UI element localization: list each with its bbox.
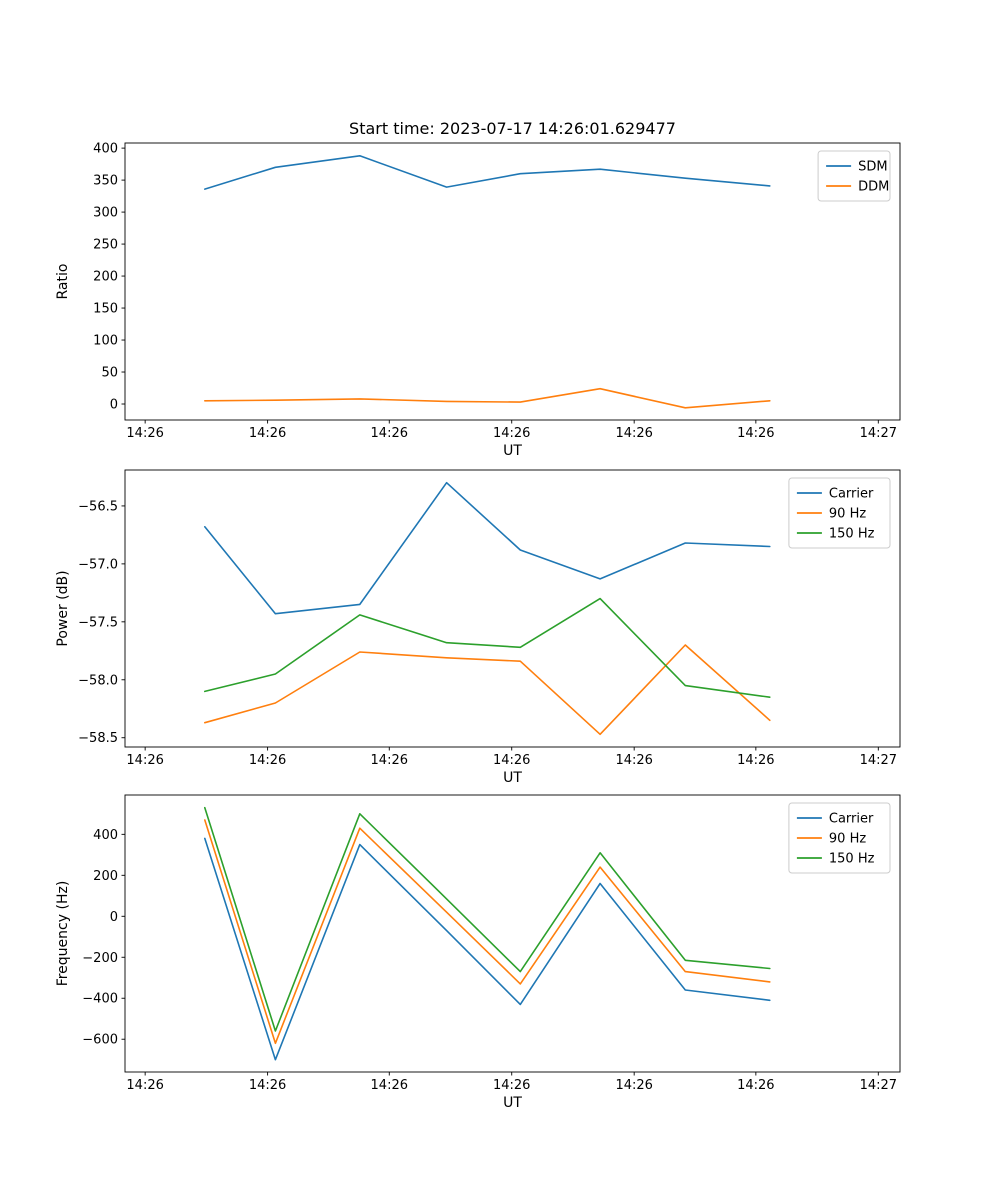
x-tick-label: 14:26 (737, 753, 774, 768)
y-tick-label: −58.0 (78, 673, 118, 688)
y-tick-label: 100 (93, 334, 118, 349)
x-tick-label: 14:26 (371, 426, 408, 441)
series-line-carrier (204, 837, 771, 1061)
x-tick-label: 14:26 (126, 1078, 163, 1093)
legend-label-sdm: SDM (858, 160, 887, 175)
x-tick-label: 14:26 (615, 1078, 652, 1093)
series-line-90-hz (204, 644, 771, 736)
y-tick-label: −200 (82, 951, 118, 966)
legend: Carrier 90 Hz 150 Hz (788, 477, 891, 549)
x-tick-label: 14:26 (249, 753, 286, 768)
x-tick-label: 14:26 (126, 753, 163, 768)
series-line-150-hz (204, 597, 771, 699)
legend-label-ddm: DDM (858, 180, 889, 195)
legend-label-150-hz: 150 Hz (829, 852, 875, 867)
x-tick-label: 14:26 (737, 1078, 774, 1093)
x-tick-label: 14:26 (615, 426, 652, 441)
x-axis-label: UT (503, 770, 522, 786)
y-tick-label: −400 (82, 992, 118, 1007)
x-tick-label: 14:27 (860, 1078, 897, 1093)
x-tick-label: 14:26 (249, 1078, 286, 1093)
x-tick-label: 14:26 (371, 753, 408, 768)
legend-box (788, 477, 891, 549)
x-tick-label: 14:27 (860, 426, 897, 441)
series-line-90-hz (204, 819, 771, 1045)
x-axis-label: UT (503, 1095, 522, 1111)
y-tick-label: −600 (82, 1033, 118, 1048)
x-tick-label: 14:26 (126, 426, 163, 441)
subplot-0: 0 50 100 150 200 250 300 350 400 14:26 14:26 14:26 1… (55, 142, 901, 459)
x-tick-label: 14:26 (493, 1078, 530, 1093)
series-line-carrier (204, 481, 771, 615)
y-tick-label: 200 (93, 869, 118, 884)
subplot-1: −56.5 −57.0 −57.5 −58.0 −58.5 14:26 14:26 14:26… (55, 469, 901, 786)
axes-spines (124, 794, 901, 1073)
x-tick-label: 14:26 (249, 426, 286, 441)
y-tick-label: −57.5 (78, 615, 118, 630)
legend-label-90-hz: 90 Hz (829, 507, 866, 522)
x-tick-label: 14:26 (615, 753, 652, 768)
y-tick-label: 400 (93, 142, 118, 157)
x-axis-label: UT (503, 443, 522, 459)
y-tick-label: 300 (93, 206, 118, 221)
x-tick-label: 14:26 (493, 426, 530, 441)
legend-box (788, 802, 891, 874)
legend: SDM DDM (817, 150, 891, 202)
subplot-2: −600 −400 −200 0 200 400 14:26 14:26 14:26 14:26 1… (55, 794, 901, 1111)
legend-label-carrier: Carrier (829, 812, 874, 827)
y-tick-label: 50 (101, 366, 118, 381)
y-axis-label: Ratio (55, 264, 71, 300)
y-tick-label: −56.5 (78, 499, 118, 514)
y-axis-label: Power (dB) (55, 570, 71, 646)
series-line-ddm (204, 387, 771, 409)
series-line-150-hz (204, 806, 771, 1032)
axes-spines (124, 142, 901, 421)
legend: Carrier 90 Hz 150 Hz (788, 802, 891, 874)
figure-title: Start time: 2023-07-17 14:26:01.629477 (349, 119, 676, 138)
axes-spines (124, 469, 901, 748)
y-tick-label: 200 (93, 270, 118, 285)
x-tick-label: 14:26 (493, 753, 530, 768)
legend-label-150-hz: 150 Hz (829, 527, 875, 542)
y-tick-label: 0 (110, 910, 118, 925)
y-tick-label: 150 (93, 302, 118, 317)
y-tick-label: −57.0 (78, 557, 118, 572)
y-tick-label: 350 (93, 174, 118, 189)
x-tick-label: 14:27 (860, 753, 897, 768)
y-tick-label: 250 (93, 238, 118, 253)
y-tick-label: 0 (110, 398, 118, 413)
y-tick-label: 400 (93, 828, 118, 843)
series-line-sdm (204, 155, 771, 190)
x-tick-label: 14:26 (737, 426, 774, 441)
legend-label-carrier: Carrier (829, 487, 874, 502)
legend-box (817, 150, 891, 202)
x-tick-label: 14:26 (371, 1078, 408, 1093)
y-axis-label: Frequency (Hz) (55, 881, 71, 987)
legend-label-90-hz: 90 Hz (829, 832, 866, 847)
y-tick-label: −58.5 (78, 731, 118, 746)
